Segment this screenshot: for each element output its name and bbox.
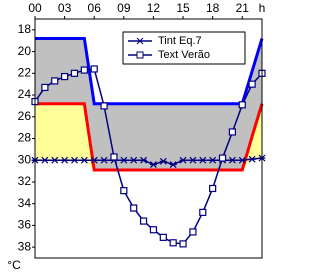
x-tick: 09 <box>117 1 131 15</box>
marker <box>199 208 207 216</box>
x-tick: 03 <box>58 1 72 15</box>
marker <box>120 187 128 195</box>
marker <box>179 156 187 164</box>
marker <box>80 156 88 164</box>
marker <box>169 161 177 168</box>
y-tick: 22 <box>18 65 32 79</box>
marker <box>70 69 79 77</box>
y-tick: 38 <box>18 239 32 253</box>
marker <box>110 153 118 161</box>
chart: 18 20 22 24 26 28 30 32 34 36 38 00 03 06 09 12 15 18 21 h °… <box>7 1 266 272</box>
x-tick: 18 <box>206 1 220 15</box>
x-tick-label: 09 <box>117 1 131 15</box>
y-tick: 28 <box>18 131 32 145</box>
y-tick-label: 30 <box>18 152 32 166</box>
x-tick-label: 00 <box>28 1 42 15</box>
marker <box>159 157 167 165</box>
x-axis-label: h <box>259 1 266 15</box>
x-axis-title: h <box>259 1 266 15</box>
y-tick-label: 38 <box>18 239 32 253</box>
marker <box>218 154 227 162</box>
y-tick: 24 <box>18 87 32 101</box>
marker <box>90 65 98 73</box>
x-tick-label: 15 <box>176 1 190 15</box>
marker <box>100 102 108 110</box>
legend-label: Tint Eq.7 <box>158 35 202 47</box>
marker <box>139 217 148 225</box>
marker <box>120 156 128 164</box>
legend-marker <box>136 37 144 45</box>
marker <box>140 156 148 164</box>
marker <box>209 184 217 193</box>
marker <box>169 239 177 247</box>
x-tick-label: 21 <box>236 1 250 15</box>
y-tick-label: 20 <box>18 44 32 58</box>
marker <box>41 156 49 164</box>
y-tick: 30 <box>18 152 32 166</box>
legend-entry: Text Verão <box>158 49 210 61</box>
marker <box>100 156 108 164</box>
chart-body: 18 20 22 24 26 28 30 32 34 36 38 00 03 06 09 12 15 18 21 h °… <box>7 1 266 272</box>
marker <box>61 156 69 164</box>
x-tick: 15 <box>176 1 190 15</box>
marker <box>130 156 138 164</box>
x-tick-label: 06 <box>88 1 102 15</box>
y-tick: 26 <box>18 109 32 123</box>
marker <box>51 156 59 164</box>
marker <box>51 77 59 85</box>
marker <box>149 226 158 234</box>
marker <box>248 80 256 88</box>
y-tick-label: 18 <box>18 22 32 36</box>
limit-line <box>35 102 264 172</box>
marker <box>189 156 197 164</box>
marker <box>248 155 256 163</box>
marker <box>90 156 98 164</box>
y-tick: 18 <box>18 22 32 36</box>
y-tick-label: 34 <box>18 196 32 210</box>
y-tick-label: 22 <box>18 65 32 79</box>
legend-entry: Tint Eq.7 <box>158 35 202 47</box>
marker <box>41 83 49 92</box>
marker <box>80 66 88 74</box>
y-tick: 20 <box>18 44 32 58</box>
y-axis-title: °C <box>7 258 21 272</box>
x-tick-label: 18 <box>206 1 220 15</box>
marker <box>189 228 197 236</box>
marker <box>228 156 236 164</box>
y-tick-label: 36 <box>18 218 32 232</box>
marker <box>228 128 236 136</box>
y-tick: 34 <box>18 196 32 210</box>
x-tick: 06 <box>88 1 102 15</box>
x-tick-label: 12 <box>147 1 161 15</box>
x-tick: 21 <box>236 1 250 15</box>
y-tick-label: 28 <box>18 131 32 145</box>
marker <box>159 233 167 241</box>
marker <box>70 156 78 164</box>
marker <box>130 204 138 212</box>
y-axis-label: °C <box>7 258 21 272</box>
legend-label: Text Verão <box>158 49 210 61</box>
marker <box>61 72 69 81</box>
plot-frame <box>34 18 263 259</box>
y-tick: 32 <box>18 174 32 188</box>
x-tick-label: 03 <box>58 1 72 15</box>
limit-line <box>35 37 264 106</box>
x-tick: 12 <box>147 1 161 15</box>
marker <box>238 156 246 164</box>
legend-box <box>122 31 246 65</box>
y-tick-label: 32 <box>18 174 32 188</box>
marker <box>149 161 157 168</box>
marker <box>238 101 246 109</box>
marker <box>179 240 187 248</box>
y-tick: 36 <box>18 218 32 232</box>
x-tick: 00 <box>28 1 42 15</box>
marker <box>209 156 217 164</box>
y-tick-label: 26 <box>18 109 32 123</box>
marker <box>199 156 207 164</box>
y-tick-label: 24 <box>18 87 32 101</box>
legend-marker <box>136 51 144 59</box>
